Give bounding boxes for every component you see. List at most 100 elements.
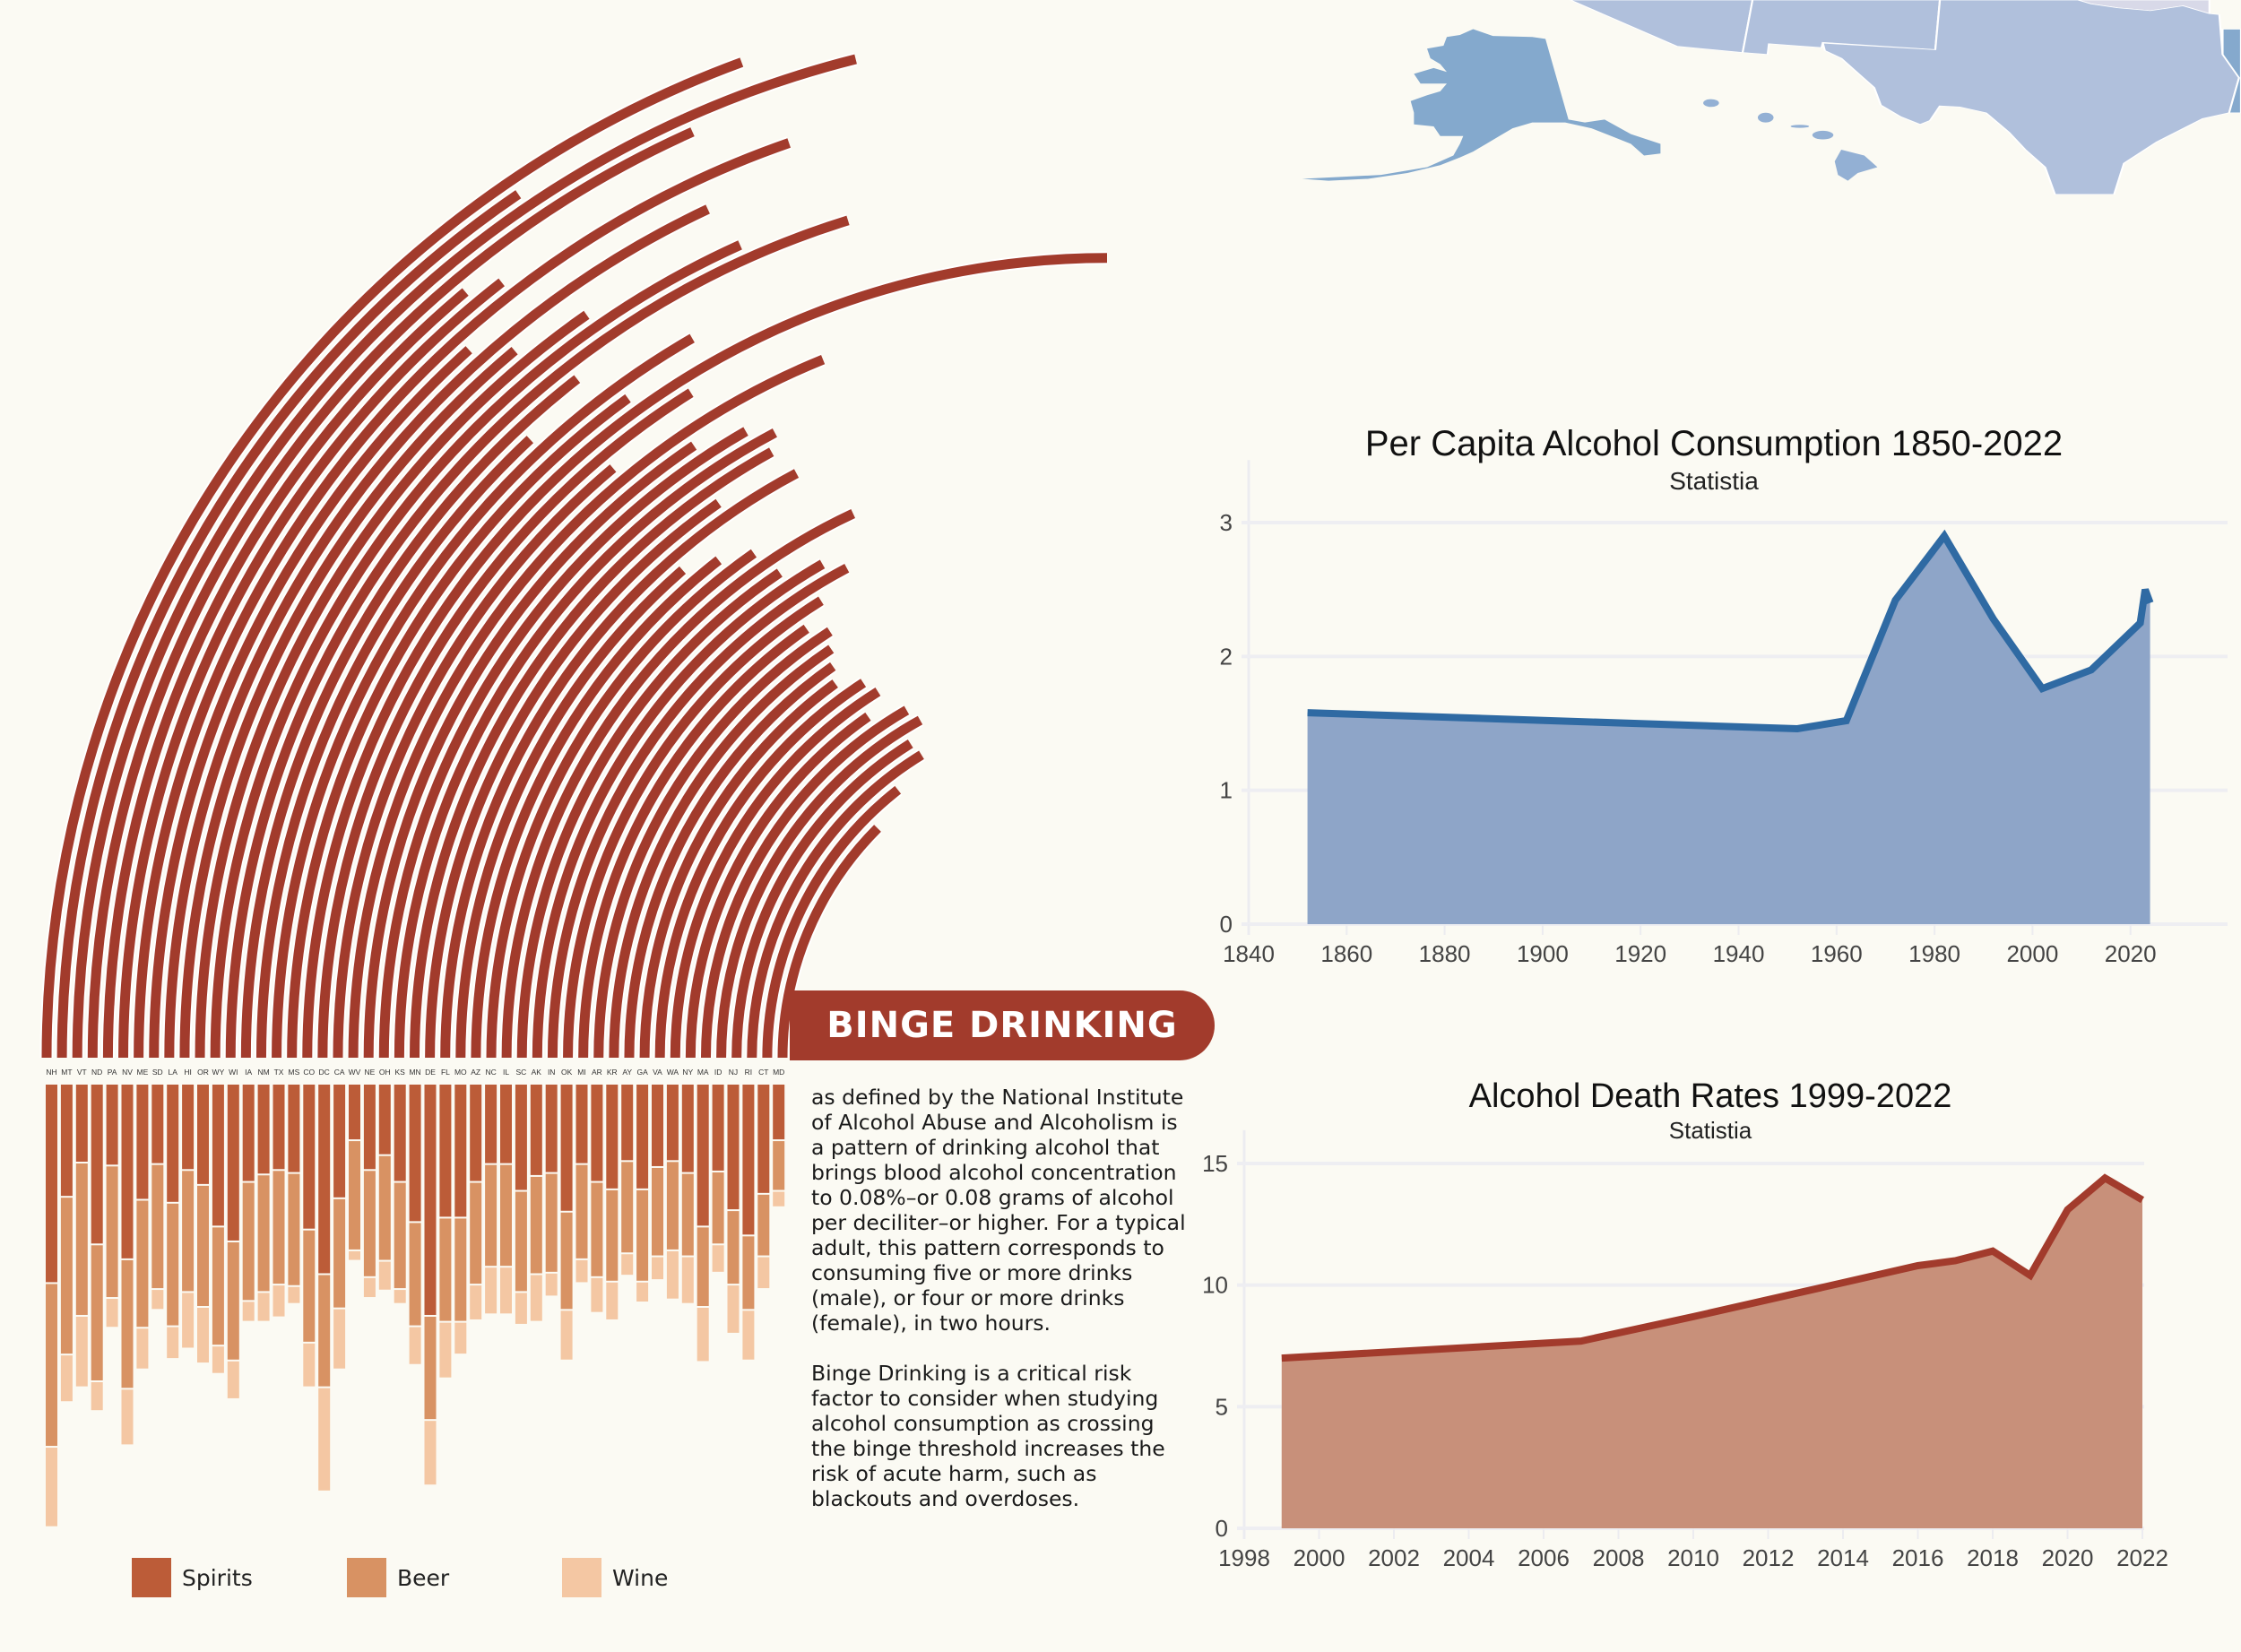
bar-segment-beer[interactable] [621, 1162, 634, 1253]
bar-segment-beer[interactable] [636, 1189, 649, 1281]
bar-segment-wine[interactable] [727, 1285, 740, 1333]
arc-bar[interactable] [302, 253, 1108, 1059]
bar-segment-beer[interactable] [75, 1163, 88, 1315]
bar-segment-beer[interactable] [257, 1175, 270, 1292]
bar-segment-wine[interactable] [363, 1277, 376, 1298]
bar-segment-beer[interactable] [349, 1141, 360, 1250]
arc-bar[interactable] [624, 662, 836, 1059]
arc-bar[interactable] [670, 687, 881, 1059]
bar-segment-spirits[interactable] [742, 1085, 755, 1235]
bar-segment-beer[interactable] [757, 1194, 770, 1256]
bar-segment-spirits[interactable] [545, 1085, 558, 1172]
bar-segment-beer[interactable] [91, 1245, 103, 1380]
bar-segment-beer[interactable] [666, 1162, 679, 1250]
bar-segment-beer[interactable] [121, 1259, 134, 1388]
bar-segment-beer[interactable] [318, 1275, 331, 1387]
bar-segment-beer[interactable] [560, 1212, 573, 1310]
bar-segment-spirits[interactable] [591, 1085, 603, 1181]
arc-bar[interactable] [149, 346, 472, 1059]
bar-segment-spirits[interactable] [378, 1085, 391, 1155]
bar-segment-spirits[interactable] [167, 1085, 179, 1202]
bar-segment-wine[interactable] [182, 1293, 195, 1348]
arc-bar[interactable] [532, 559, 826, 1059]
arc-bar[interactable] [179, 346, 518, 1059]
arc-bar[interactable] [639, 679, 838, 1059]
bar-segment-beer[interactable] [485, 1164, 498, 1267]
bar-segment-beer[interactable] [46, 1284, 57, 1447]
bar-segment-wine[interactable] [136, 1328, 149, 1369]
bar-segment-beer[interactable] [727, 1211, 740, 1284]
bar-segment-beer[interactable] [515, 1191, 527, 1292]
bar-segment-spirits[interactable] [485, 1085, 498, 1163]
bar-segment-beer[interactable] [591, 1182, 603, 1276]
bar-segment-wine[interactable] [681, 1257, 694, 1303]
bar-segment-wine[interactable] [60, 1355, 73, 1402]
bar-segment-beer[interactable] [288, 1173, 300, 1285]
arc-bar[interactable] [578, 624, 809, 1059]
arc-bar[interactable] [762, 785, 902, 1059]
arc-bar[interactable] [471, 556, 722, 1059]
bar-segment-spirits[interactable] [470, 1085, 482, 1181]
bar-segment-wine[interactable] [454, 1322, 467, 1354]
bar-segment-wine[interactable] [394, 1290, 406, 1303]
bar-segment-spirits[interactable] [136, 1085, 149, 1199]
bar-segment-beer[interactable] [439, 1218, 452, 1321]
bar-segment-spirits[interactable] [515, 1085, 527, 1190]
bar-segment-wine[interactable] [318, 1388, 331, 1491]
bar-segment-beer[interactable] [212, 1227, 224, 1345]
bar-segment-beer[interactable] [136, 1200, 149, 1328]
bar-segment-spirits[interactable] [636, 1085, 649, 1189]
bar-segment-wine[interactable] [530, 1275, 542, 1321]
bar-segment-spirits[interactable] [621, 1085, 634, 1161]
bar-segment-beer[interactable] [575, 1164, 588, 1258]
bar-segment-spirits[interactable] [318, 1085, 331, 1274]
arc-bar[interactable] [287, 394, 631, 1059]
bar-segment-spirits[interactable] [212, 1085, 224, 1226]
bar-segment-beer[interactable] [303, 1230, 316, 1342]
bar-segment-spirits[interactable] [394, 1085, 406, 1181]
bar-segment-beer[interactable] [151, 1164, 164, 1289]
bar-segment-spirits[interactable] [363, 1085, 376, 1170]
map-state-alaska[interactable] [1302, 29, 1661, 181]
arc-bar[interactable] [609, 644, 835, 1059]
bar-segment-wine[interactable] [106, 1299, 118, 1328]
arc-bar[interactable] [195, 310, 590, 1059]
bar-segment-wine[interactable] [212, 1346, 224, 1373]
bar-segment-spirits[interactable] [46, 1085, 57, 1283]
bar-segment-beer[interactable] [227, 1241, 239, 1360]
bar-segment-wine[interactable] [591, 1277, 603, 1312]
bar-segment-wine[interactable] [303, 1343, 316, 1387]
bar-segment-wine[interactable] [773, 1191, 785, 1207]
bar-segment-wine[interactable] [439, 1322, 452, 1378]
bar-segment-beer[interactable] [652, 1167, 663, 1256]
arc-bar[interactable] [410, 447, 774, 1059]
bar-segment-beer[interactable] [545, 1173, 558, 1272]
arc-bar[interactable] [255, 436, 534, 1059]
arc-bar[interactable] [486, 549, 757, 1059]
bar-segment-beer[interactable] [681, 1173, 694, 1256]
bar-segment-spirits[interactable] [530, 1085, 542, 1175]
bar-segment-spirits[interactable] [182, 1085, 195, 1170]
bar-segment-wine[interactable] [227, 1361, 239, 1398]
arc-bar[interactable] [118, 278, 505, 1059]
arc-bar[interactable] [394, 428, 777, 1059]
bar-segment-spirits[interactable] [757, 1085, 770, 1193]
bar-segment-wine[interactable] [697, 1308, 709, 1362]
bar-segment-beer[interactable] [454, 1218, 467, 1321]
bar-segment-beer[interactable] [273, 1171, 285, 1284]
bar-segment-wine[interactable] [621, 1254, 634, 1276]
bar-segment-wine[interactable] [121, 1389, 134, 1445]
bar-segment-beer[interactable] [197, 1185, 209, 1306]
bar-segment-spirits[interactable] [303, 1085, 316, 1229]
bar-segment-wine[interactable] [757, 1257, 770, 1289]
arc-bar[interactable] [41, 57, 744, 1059]
arc-bar[interactable] [317, 388, 694, 1059]
arc-bar[interactable] [455, 566, 687, 1059]
bar-segment-spirits[interactable] [333, 1085, 346, 1198]
bar-segment-spirits[interactable] [349, 1085, 360, 1140]
bar-segment-spirits[interactable] [257, 1085, 270, 1174]
arc-bar[interactable] [563, 596, 824, 1059]
arc-bar[interactable] [56, 190, 522, 1059]
arc-bar[interactable] [440, 469, 800, 1059]
bar-segment-spirits[interactable] [242, 1085, 255, 1181]
